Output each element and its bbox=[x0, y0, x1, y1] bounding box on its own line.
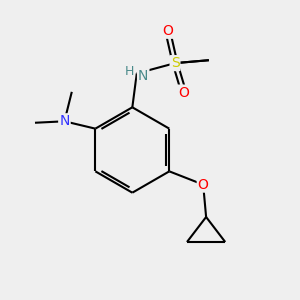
Text: O: O bbox=[178, 85, 189, 100]
Text: H: H bbox=[125, 65, 134, 79]
Text: O: O bbox=[162, 24, 173, 38]
Text: N: N bbox=[59, 114, 70, 128]
Text: N: N bbox=[138, 69, 148, 83]
Text: S: S bbox=[171, 56, 179, 70]
Text: O: O bbox=[198, 178, 208, 192]
